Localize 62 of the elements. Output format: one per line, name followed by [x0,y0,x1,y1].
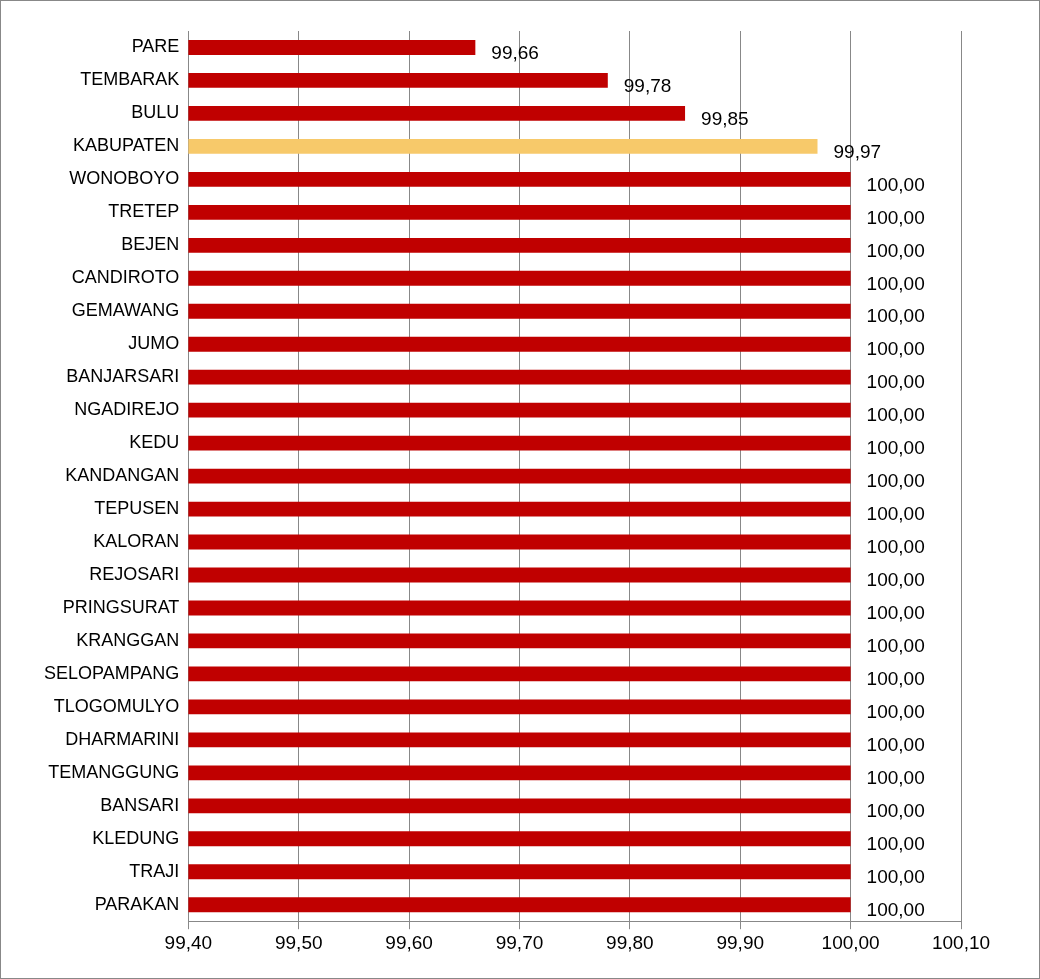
data-label: 100,00 [866,800,925,822]
y-tick-label: PARE [131,36,180,57]
data-label: 99,78 [623,74,672,96]
data-label: 100,00 [866,668,925,690]
y-tick-label: BULU [131,102,180,123]
y-tick-label: TEMANGGUNG [48,761,180,782]
y-tick-label: NGADIREJO [74,399,180,420]
x-tick-label: 100,10 [931,931,991,953]
data-label: 100,00 [866,898,925,920]
data-label: 100,00 [866,536,925,558]
y-tick-label: PARAKAN [94,893,180,914]
data-label: 100,00 [866,239,925,261]
data-label: 100,00 [866,833,925,855]
y-tick-label: TEMBARAK [80,69,180,90]
y-tick-label: SELOPAMPANG [43,662,180,683]
data-label: 99,97 [833,140,882,162]
y-tick-label: KALORAN [93,531,180,552]
x-tick-label: 99,70 [495,931,544,953]
data-label: 100,00 [866,701,925,723]
y-tick-label: KABUPATEN [73,135,180,156]
y-tick-label: BANSARI [100,794,180,815]
y-tick-label: REJOSARI [89,563,180,584]
x-tick-label: 99,80 [606,931,654,953]
x-tick-label: 99,40 [164,931,213,953]
y-tick-label: CANDIROTO [71,267,180,288]
y-tick-label: PRINGSURAT [62,596,180,617]
y-tick-label: BANJARSARI [66,366,180,387]
y-tick-label: GEMAWANG [71,300,180,321]
y-tick-label: TRETEP [108,201,180,222]
data-label: 100,00 [866,865,925,887]
y-tick-label: KANDANGAN [65,465,180,486]
x-tick-label: 100,00 [821,931,880,953]
y-tick-label: WONOBOYO [69,168,180,189]
y-tick-label: JUMO [128,333,180,354]
data-label: 99,66 [491,41,539,63]
data-label: 100,00 [866,569,925,591]
data-label: 100,00 [866,635,925,657]
data-label: 100,00 [866,206,925,228]
data-label: 100,00 [866,338,925,360]
x-tick-label: 99,90 [716,931,765,953]
data-label: 100,00 [866,173,925,195]
data-label: 100,00 [866,272,925,294]
x-tick-label: 99,60 [385,931,433,953]
data-label: 100,00 [866,503,925,525]
y-tick-label: KLEDUNG [92,827,180,848]
y-tick-label: TLOGOMULYO [53,695,180,716]
data-label: 99,85 [701,107,749,129]
data-label: 100,00 [866,734,925,756]
data-label: 100,00 [866,470,925,492]
data-label: 100,00 [866,437,925,459]
y-tick-label: KEDU [129,432,180,453]
data-label: 100,00 [866,767,925,789]
data-label: 100,00 [866,371,925,393]
y-tick-label: TRAJI [129,860,180,881]
y-tick-label: KRANGGAN [76,629,180,650]
y-tick-label: BEJEN [121,234,180,255]
data-label: 100,00 [866,404,925,426]
data-label: 100,00 [866,305,925,327]
y-tick-label: TEPUSEN [94,498,180,519]
y-tick-label: DHARMARINI [65,728,180,749]
data-label: 100,00 [866,602,925,624]
x-tick-label: 99,50 [274,931,323,953]
